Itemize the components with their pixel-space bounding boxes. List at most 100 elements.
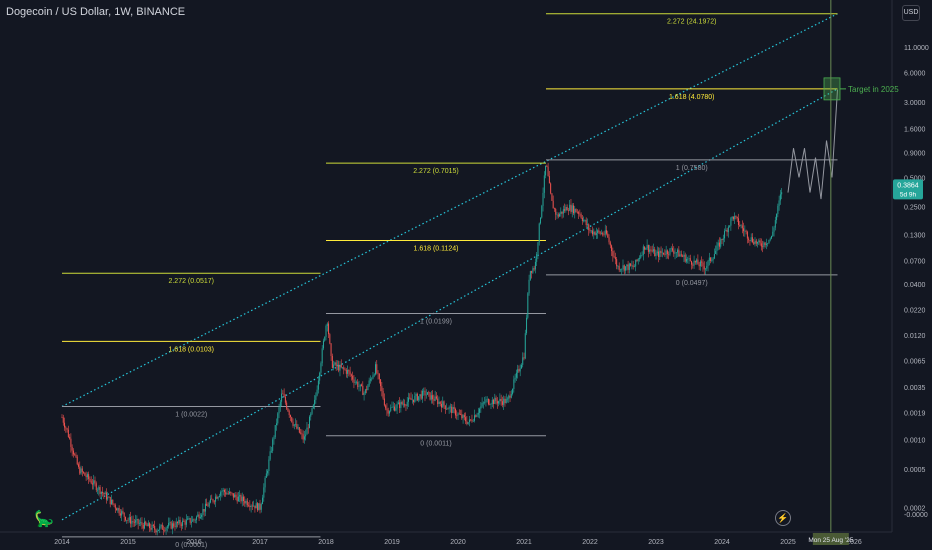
candle (421, 388, 423, 403)
x-tick-label: 2021 (516, 539, 532, 546)
candle-body (415, 393, 417, 397)
candle-body (163, 529, 165, 531)
candle (130, 511, 132, 528)
candle-body (475, 415, 477, 417)
candle-body (331, 356, 333, 368)
candle-body (94, 480, 96, 484)
candle (528, 274, 530, 296)
candle (573, 203, 574, 216)
candle-body (703, 266, 705, 270)
candle (321, 345, 323, 367)
candle-body (314, 399, 316, 405)
candle (562, 205, 564, 218)
candle (623, 264, 625, 275)
candle-body (376, 364, 378, 373)
candle-body (724, 230, 726, 239)
candle (80, 465, 82, 475)
candle (485, 396, 487, 407)
candle-body (731, 216, 733, 219)
y-tick-label: 0.0010 (904, 438, 926, 445)
candle-body (231, 492, 233, 494)
candle (330, 342, 332, 361)
candle-body (630, 263, 632, 266)
candle (300, 428, 302, 435)
x-tick-label: 2017 (252, 539, 268, 546)
candle-body (768, 239, 770, 244)
candle (331, 353, 333, 369)
candle (669, 248, 671, 257)
candle-body (600, 233, 602, 234)
candle (97, 487, 99, 495)
candle-body (461, 414, 463, 419)
candle-body (160, 524, 162, 527)
candle-body (625, 266, 627, 271)
candle (614, 252, 616, 265)
candle (169, 517, 171, 526)
candle (165, 526, 167, 535)
candle (333, 360, 335, 371)
candle-body (645, 248, 647, 250)
trendline (61, 88, 838, 521)
candle-body (702, 262, 704, 267)
candle (616, 256, 618, 270)
candle (127, 517, 129, 524)
candle-body (651, 250, 653, 252)
candle-body (581, 217, 583, 221)
candle-body (333, 364, 335, 368)
candle-body (679, 254, 681, 257)
candle (649, 244, 651, 254)
fib-level-label: 1 (0.0199) (420, 319, 452, 326)
candle (724, 228, 726, 243)
currency-button[interactable]: USD (902, 5, 920, 21)
candle (612, 247, 614, 262)
candle-body (632, 265, 634, 268)
candle (358, 380, 360, 392)
candle-body (72, 450, 74, 455)
candle (401, 400, 403, 406)
candle-body (286, 402, 288, 409)
candle-body (432, 395, 434, 400)
candle-body (501, 401, 503, 405)
candle (529, 270, 531, 281)
candle (369, 375, 371, 384)
candle (439, 401, 441, 407)
candle-body (427, 392, 429, 395)
candle (418, 396, 420, 403)
candle-body (218, 495, 220, 497)
candle-body (699, 261, 701, 267)
candle-body (479, 408, 481, 413)
candle (428, 390, 430, 397)
candle-body (589, 230, 591, 232)
candle (437, 395, 439, 408)
candle-body (221, 491, 223, 493)
candle-body (127, 519, 129, 521)
candle-body (710, 257, 712, 261)
candle (749, 240, 751, 246)
candle-body (311, 408, 313, 414)
candle-body (174, 526, 176, 528)
candle (607, 230, 609, 238)
candle (248, 502, 250, 508)
candle-body (628, 263, 630, 270)
candle (536, 251, 538, 267)
candle-body (99, 487, 101, 494)
candle-body (173, 523, 175, 527)
candle (751, 233, 753, 244)
candle-body (368, 380, 370, 386)
candle (467, 422, 469, 425)
candle-body (111, 499, 112, 505)
candle-body (749, 240, 751, 241)
candle-body (165, 527, 167, 531)
candle-body (236, 496, 238, 502)
candle-body (619, 269, 621, 271)
flash-icon[interactable]: ⚡ (775, 510, 791, 526)
candle-body (354, 381, 356, 383)
candle-body (594, 231, 596, 235)
candle-body (301, 433, 303, 435)
candle (350, 373, 352, 381)
candle-body (270, 450, 272, 452)
candle-body (241, 496, 243, 502)
candle (399, 397, 401, 414)
candle-body (480, 406, 482, 409)
